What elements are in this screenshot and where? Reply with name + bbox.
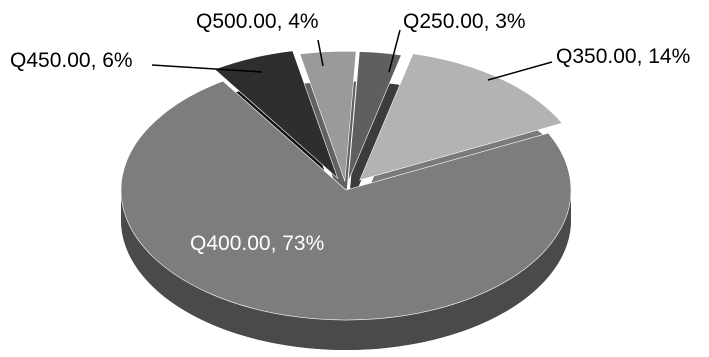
pie-slice-Q500.00: [299, 51, 357, 182]
data-label-Q450.00: Q450.00, 6%: [10, 49, 133, 72]
pie-slice-wall-Q400.00: [121, 190, 571, 350]
data-label-Q400.00: Q400.00, 73%: [190, 232, 324, 255]
leader-line-Q450.00: [151, 64, 263, 73]
leader-line-Q350.00: [487, 61, 553, 81]
pie-slice-Q400.00: [120, 80, 572, 321]
data-label-Q350.00: Q350.00, 14%: [556, 45, 690, 68]
pie-slices: [120, 50, 572, 351]
leader-line-Q250.00: [388, 29, 401, 73]
leader-line-Q500.00: [317, 39, 324, 67]
pie-slice-Q350.00: [359, 53, 563, 181]
data-label-Q250.00: Q250.00, 3%: [403, 10, 526, 33]
pie-slice-Q250.00: [347, 51, 402, 182]
data-labels: Q250.00, 3% Q350.00, 14% Q400.00, 73% Q450.…: [10, 10, 690, 255]
leader-lines: [151, 29, 553, 81]
data-label-Q500.00: Q500.00, 4%: [196, 10, 319, 33]
